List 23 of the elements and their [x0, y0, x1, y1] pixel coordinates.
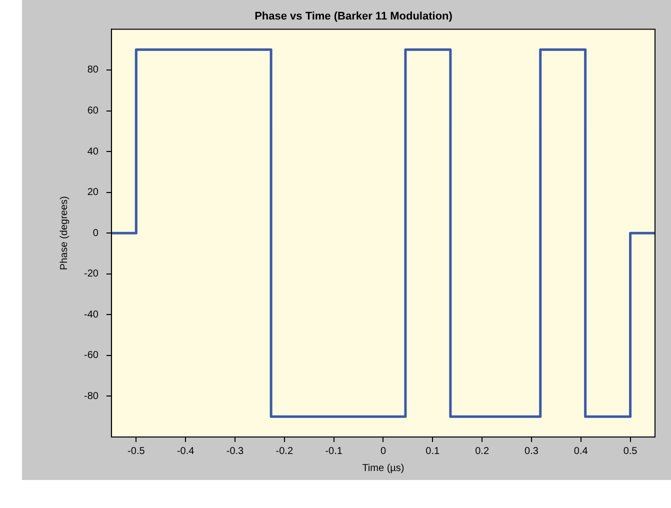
y-tick-label: -80 [84, 390, 99, 402]
y-tick-label: 20 [87, 187, 99, 198]
y-axis-title: Phase (degrees) [58, 196, 70, 270]
x-tick-label: 0.4 [574, 446, 588, 457]
x-tick-label: 0.1 [426, 446, 440, 457]
x-tick-label: -0.2 [276, 446, 294, 457]
y-tick-label: 0 [92, 228, 99, 239]
y-tick-label: -60 [84, 350, 99, 362]
x-tick-label: -0.1 [325, 446, 343, 457]
x-tick-label: 0.5 [623, 446, 638, 457]
x-tick-label: 0.2 [475, 446, 490, 457]
x-tick-label: -0.4 [176, 446, 195, 457]
y-tick-label: -20 [84, 268, 99, 280]
y-tick-label: 80 [87, 64, 99, 76]
x-tick-label: 0 [380, 446, 386, 457]
y-tick-label: 40 [87, 146, 99, 158]
chart-title: Phase vs Time (Barker 11 Modulation) [254, 10, 453, 23]
x-tick-label: -0.3 [226, 446, 244, 457]
y-tick-label: -40 [84, 309, 99, 320]
x-axis-title: Time (µs) [362, 462, 404, 474]
x-tick-label: 0.3 [524, 446, 539, 457]
x-tick-label: -0.5 [128, 446, 146, 457]
y-tick-label: 60 [87, 106, 99, 117]
